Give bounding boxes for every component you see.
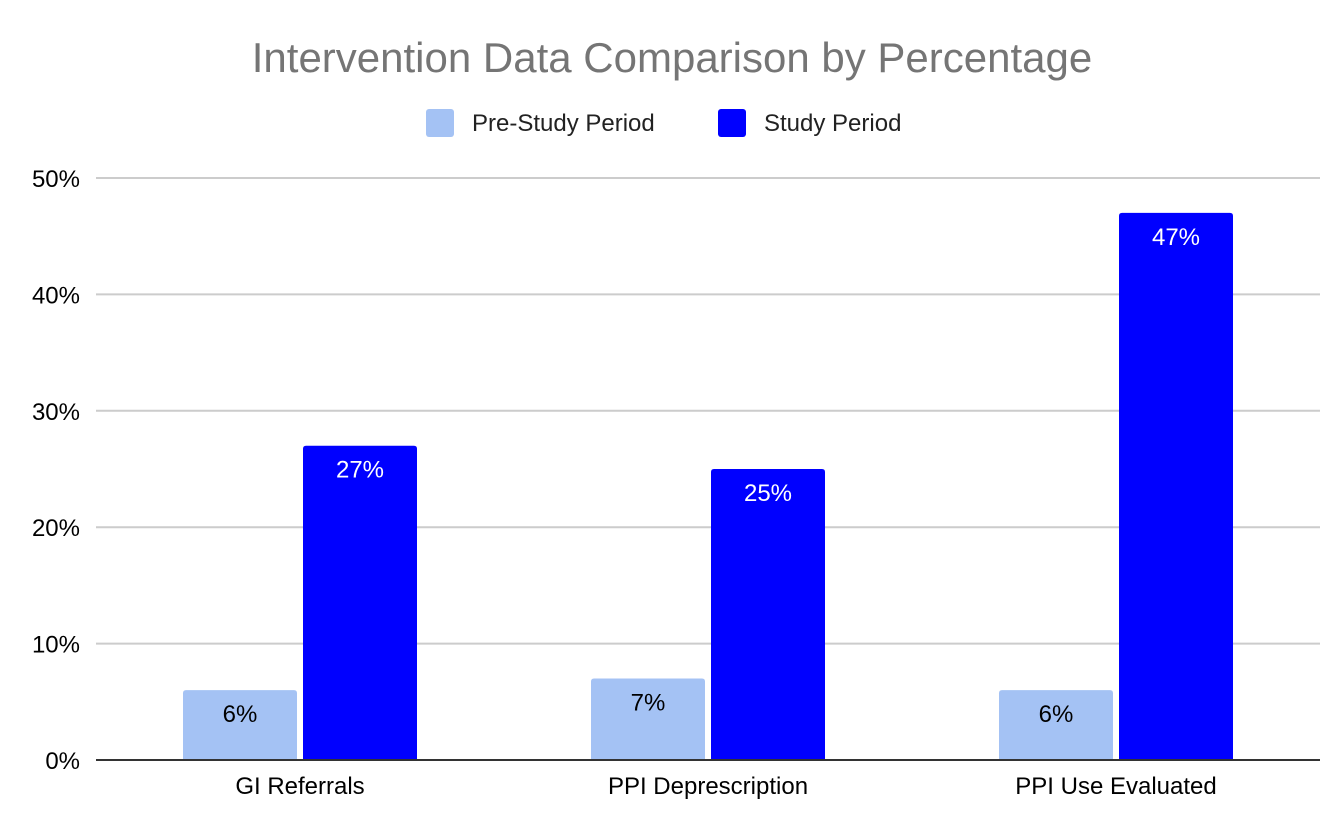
bar-2-0 [999, 690, 1113, 760]
y-tick-label: 0% [45, 748, 80, 775]
data-label: 6% [1039, 701, 1074, 728]
chart-title: Intervention Data Comparison by Percenta… [252, 34, 1092, 81]
legend-label-study: Study Period [764, 110, 901, 137]
y-tick-label: 50% [32, 166, 80, 193]
x-axis-categories: GI Referrals PPI Deprescription PPI Use Ev… [235, 773, 1216, 800]
bar-2-1 [1119, 212, 1233, 761]
x-category-label: PPI Deprescription [608, 773, 808, 800]
bar-0-0 [183, 690, 297, 760]
y-tick-label: 30% [32, 399, 80, 426]
y-tick-label: 40% [32, 282, 80, 309]
data-label: 47% [1152, 224, 1200, 251]
gridlines [96, 177, 1320, 645]
bar-0-1 [303, 445, 417, 760]
data-labels: 6% 27% 7% 25% 6% 47% [223, 224, 1200, 728]
y-axis-ticks: 0% 10% 20% 30% 40% 50% [32, 166, 80, 775]
legend-label-pre-study: Pre-Study Period [472, 110, 655, 137]
y-tick-label: 10% [32, 632, 80, 659]
y-tick-label: 20% [32, 515, 80, 542]
data-label: 27% [336, 457, 384, 484]
legend-swatch-study [718, 109, 746, 137]
bar-1-0 [591, 678, 705, 760]
legend: Pre-Study Period Study Period [426, 109, 901, 137]
data-label: 7% [631, 690, 666, 717]
bar-1-1 [711, 469, 825, 760]
data-label: 6% [223, 701, 258, 728]
x-category-label: GI Referrals [235, 773, 364, 800]
bars [183, 212, 1233, 761]
legend-swatch-pre-study [426, 109, 454, 137]
data-label: 25% [744, 480, 792, 507]
x-category-label: PPI Use Evaluated [1015, 773, 1216, 800]
